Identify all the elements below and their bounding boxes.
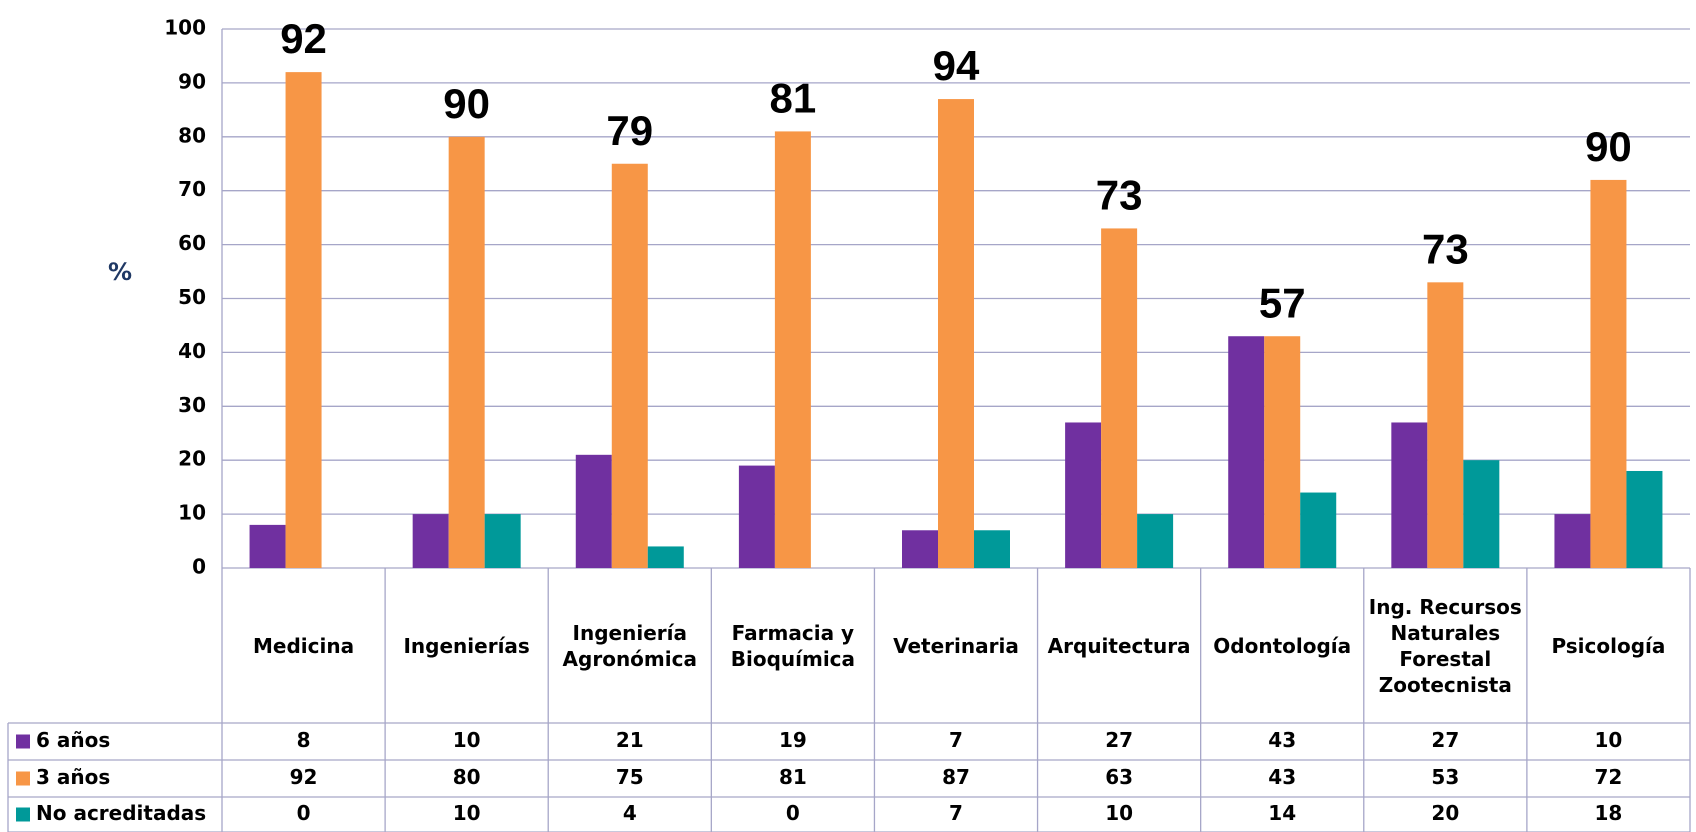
- table-value: 0: [297, 801, 311, 825]
- annotation: 73: [1422, 225, 1469, 272]
- bar: [611, 163, 648, 568]
- table-value: 19: [779, 728, 807, 752]
- x-tick-label: Ing. Recursos Naturales Forestal Zootecn…: [1368, 594, 1522, 697]
- x-tick-label: Odontología: [1213, 633, 1352, 658]
- legend-swatch: [16, 807, 30, 822]
- bar: [249, 524, 286, 568]
- table-value: 72: [1595, 765, 1623, 789]
- x-tick-label: Arquitectura: [1047, 633, 1191, 658]
- bar: [1391, 422, 1428, 568]
- bar: [774, 131, 811, 568]
- annotation: 90: [1585, 123, 1632, 170]
- table-value: 92: [290, 765, 318, 789]
- table-value: 21: [616, 728, 644, 752]
- bar: [1264, 336, 1301, 568]
- table-value: 7: [949, 801, 963, 825]
- bar: [938, 99, 974, 568]
- bar: [484, 514, 521, 568]
- y-tick-label: 20: [178, 447, 206, 471]
- annotation: 90: [443, 80, 490, 127]
- bar: [412, 514, 449, 568]
- legend-swatch: [16, 771, 30, 786]
- legend-label: No acreditadas: [36, 801, 206, 825]
- x-tick-label: Ingeniería Agronómica: [562, 620, 697, 671]
- bar: [1228, 336, 1265, 568]
- bar: [575, 454, 612, 568]
- y-tick-label: 50: [178, 285, 206, 309]
- table-value: 10: [1105, 801, 1133, 825]
- bar: [902, 530, 938, 568]
- y-tick-label: 60: [178, 231, 206, 255]
- table-value: 43: [1268, 728, 1296, 752]
- annotation: 79: [606, 107, 653, 154]
- table-value: 75: [616, 765, 644, 789]
- table-value: 87: [942, 765, 970, 789]
- table-value: 10: [453, 728, 481, 752]
- y-tick-label: 0: [192, 555, 206, 579]
- table-value: 27: [1105, 728, 1133, 752]
- bar: [738, 465, 775, 568]
- x-tick-label: Psicología: [1551, 633, 1666, 658]
- annotation: 94: [933, 42, 980, 89]
- y-tick-label: 70: [178, 177, 206, 201]
- x-tick-label: Farmacia y Bioquímica: [730, 620, 856, 671]
- annotation: 92: [280, 15, 327, 62]
- bar: [1463, 460, 1500, 568]
- y-tick-label: 90: [178, 69, 206, 93]
- table-value: 10: [453, 801, 481, 825]
- bar: [1427, 282, 1464, 568]
- y-tick-label: 40: [178, 339, 206, 363]
- y-axis-label: %: [108, 258, 132, 286]
- table-value: 0: [786, 801, 800, 825]
- bar: [647, 546, 684, 568]
- table-value: 81: [779, 765, 807, 789]
- bar: [1554, 514, 1591, 568]
- bar: [1590, 179, 1627, 569]
- y-tick-label: 10: [178, 501, 206, 525]
- table-value: 14: [1268, 801, 1296, 825]
- table-value: 4: [623, 801, 637, 825]
- y-tick-label: 100: [164, 16, 206, 40]
- bar: [974, 530, 1010, 568]
- bar: [1137, 514, 1174, 568]
- annotation: 81: [770, 75, 817, 122]
- x-tick-label: Veterinaria: [893, 633, 1019, 658]
- bar: [1300, 492, 1337, 568]
- table-value: 8: [297, 728, 311, 752]
- bar: [1065, 422, 1102, 568]
- legend-label: 3 años: [36, 765, 110, 789]
- bar: [285, 72, 322, 569]
- legend-swatch: [16, 734, 30, 749]
- table-value: 10: [1595, 728, 1623, 752]
- table-value: 43: [1268, 765, 1296, 789]
- table-value: 80: [453, 765, 481, 789]
- bar: [1101, 228, 1138, 568]
- table-value: 27: [1431, 728, 1459, 752]
- x-tick-label: Medicina: [253, 633, 355, 658]
- table-value: 7: [949, 728, 963, 752]
- table-value: 18: [1595, 801, 1623, 825]
- x-tick-label: Ingenierías: [403, 633, 530, 658]
- legend-label: 6 años: [36, 728, 110, 752]
- table-value: 53: [1431, 765, 1459, 789]
- y-tick-label: 30: [178, 393, 206, 417]
- table-value: 20: [1431, 801, 1459, 825]
- bar: [448, 136, 485, 569]
- bar: [1626, 470, 1663, 568]
- annotation: 73: [1096, 172, 1143, 219]
- table-value: 63: [1105, 765, 1133, 789]
- annotation: 57: [1259, 279, 1306, 326]
- y-tick-label: 80: [178, 123, 206, 147]
